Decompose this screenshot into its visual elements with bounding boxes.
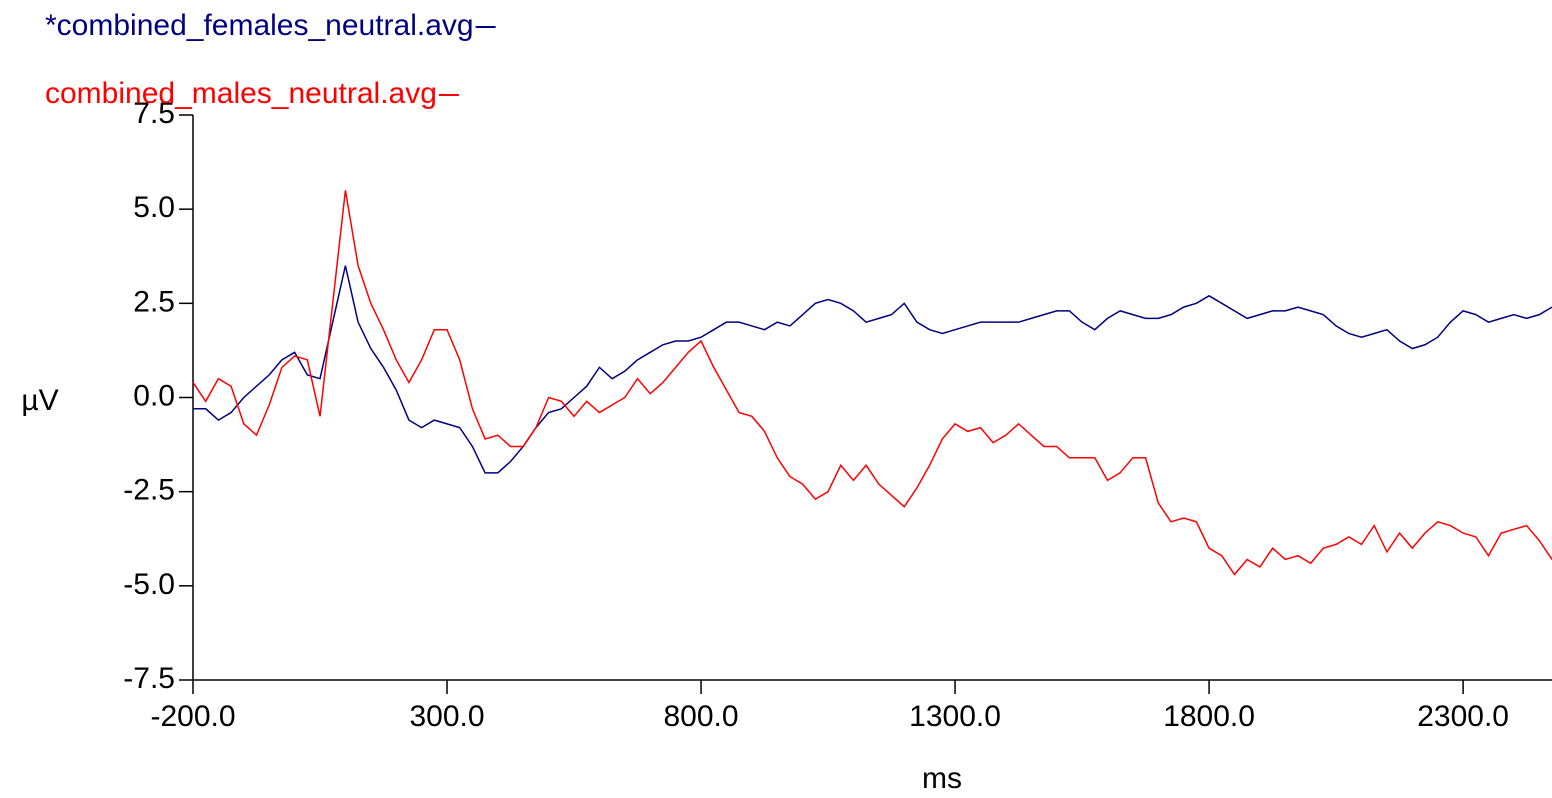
y-tick-label: 7.5: [133, 97, 175, 130]
series-line: [193, 265, 1552, 474]
y-tick-label: -7.5: [123, 662, 175, 695]
x-tick-label: 300.0: [409, 700, 484, 733]
x-tick-label: 2300.0: [1417, 700, 1509, 733]
x-tick-label: 800.0: [663, 700, 738, 733]
legend-label: combined_males_neutral.avg: [45, 77, 437, 110]
y-tick-label: -5.0: [123, 568, 175, 601]
y-tick-label: 5.0: [133, 191, 175, 224]
series-line: [192, 190, 1552, 576]
y-tick-label: -2.5: [123, 474, 175, 507]
y-tick-label: 2.5: [133, 285, 175, 318]
y-axis-label: µV: [21, 384, 58, 417]
y-tick-label: 0.0: [133, 379, 175, 412]
legend-label: *combined_females_neutral.avg: [45, 9, 474, 42]
x-tick-label: 1300.0: [909, 700, 1001, 733]
x-tick-label: 1800.0: [1163, 700, 1255, 733]
x-axis-label: ms: [922, 762, 962, 795]
x-tick-label: -200.0: [150, 700, 235, 733]
